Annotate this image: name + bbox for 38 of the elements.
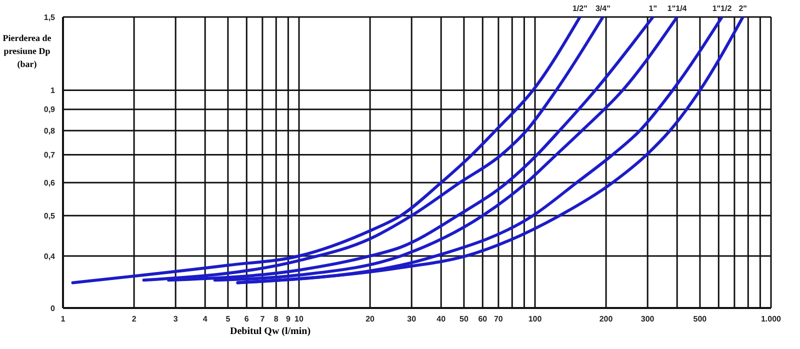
x-tick-label: 10: [294, 314, 304, 324]
x-tick-label: 20: [366, 314, 376, 324]
x-tick-label: 30: [407, 314, 417, 324]
y-tick-label: 0,6: [44, 178, 56, 188]
x-tick-label: 3: [173, 314, 178, 324]
x-tick-label: 2: [132, 314, 137, 324]
x-axis-title: Debitul Qw (l/min): [230, 326, 311, 337]
x-tick-label: 8: [274, 314, 279, 324]
y-tick-label: 1,5: [44, 12, 56, 22]
y-tick-label: 0: [50, 304, 56, 313]
x-tick-label: 9: [286, 314, 291, 324]
x-tick-label: 100: [528, 314, 542, 324]
y-tick-label: 0,8: [44, 126, 56, 136]
x-tick-label: 4: [202, 314, 208, 324]
y-tick-label: 0,5: [44, 211, 56, 220]
x-tick-label: 5: [226, 314, 231, 324]
y-tick-label: 0,7: [44, 150, 56, 160]
x-tick-label: 1.000: [760, 314, 782, 324]
x-tick-label: 300: [640, 314, 655, 324]
series-label: 3/4": [595, 4, 611, 13]
x-tick-label: 60: [478, 314, 488, 324]
x-tick-label: 200: [599, 314, 614, 324]
x-tick-label: 50: [460, 314, 469, 324]
y-tick-label: 0,4: [44, 252, 56, 261]
series-label: 1"1/2: [712, 4, 732, 13]
x-tick-label: 40: [436, 314, 446, 324]
x-tick-label: 70: [494, 314, 504, 324]
y-tick-label: 1: [50, 86, 56, 96]
series-label: 1"1/4: [667, 4, 688, 13]
x-tick-label: 1: [60, 314, 66, 324]
y-tick-label: 0,9: [44, 105, 56, 114]
y-axis-title: Pierderea de presiune Dp (bar): [2, 32, 52, 71]
x-tick-label: 500: [693, 314, 708, 324]
x-tick-label: 6: [244, 314, 250, 324]
series-label: 1": [648, 4, 658, 13]
x-tick-label: 7: [260, 314, 266, 324]
series-label: 1/2": [572, 4, 588, 13]
series-label: 2": [738, 4, 748, 13]
